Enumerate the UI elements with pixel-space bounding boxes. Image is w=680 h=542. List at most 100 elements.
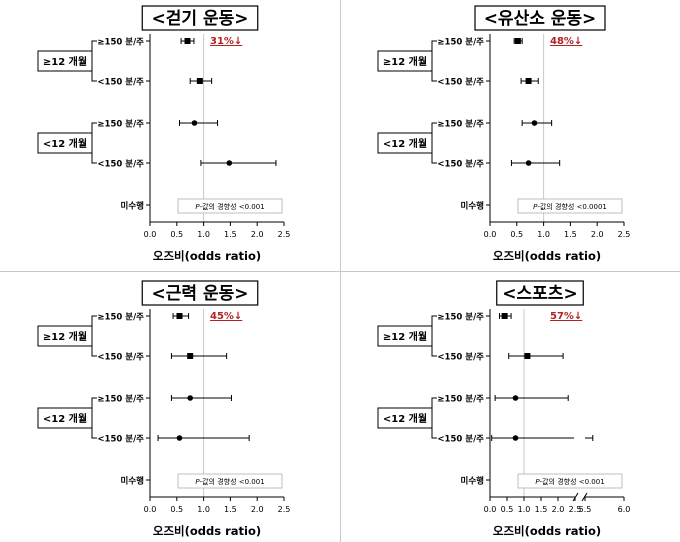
x-tick-label: 1.0 xyxy=(518,505,531,514)
reduction-label: 45%↓ xyxy=(210,311,242,322)
x-tick-label: 0.5 xyxy=(501,505,514,514)
group-bracket xyxy=(431,315,437,357)
chart-title: <유산소 운동> xyxy=(484,9,597,29)
x-tick-label: 0.0 xyxy=(484,505,497,514)
group-bracket xyxy=(91,122,97,164)
title-box xyxy=(496,280,584,306)
point-marker xyxy=(176,313,183,319)
x-tick-label: 1.0 xyxy=(537,230,550,239)
row-label: <150 분/주 xyxy=(437,78,484,88)
x-tick-label: 5.5 xyxy=(579,505,592,514)
title-box xyxy=(141,280,259,306)
x-tick-label: 1.5 xyxy=(224,230,237,239)
row-label: <150 분/주 xyxy=(97,160,144,170)
point-marker xyxy=(501,313,508,319)
row-label: <150 분/주 xyxy=(97,435,144,445)
group-bracket xyxy=(91,397,97,439)
x-axis-label: 오즈비(odds ratio) xyxy=(493,249,601,263)
p-trend-label: 𝘗-값의 경향성 <0.001 xyxy=(535,477,604,486)
point-marker xyxy=(196,78,203,84)
group-label-box xyxy=(377,50,433,72)
horizontal-divider xyxy=(0,271,680,272)
x-tick-label: 2.0 xyxy=(251,505,264,514)
x-tick-label: 2.5 xyxy=(618,230,631,239)
chart-title: <스포츠> xyxy=(502,284,577,304)
x-tick-label: 2.5 xyxy=(278,505,291,514)
x-tick-label: 2.0 xyxy=(552,505,565,514)
p-trend-box xyxy=(517,473,623,489)
row-label: ≥150 분/주 xyxy=(97,313,144,323)
row-label: 미수행 xyxy=(461,201,485,212)
group-bracket xyxy=(91,40,97,82)
group-bracket xyxy=(431,122,437,164)
row-label: ≥150 분/주 xyxy=(437,313,484,323)
group-bracket xyxy=(91,315,97,357)
x-tick-label: 0.0 xyxy=(484,230,497,239)
reduction-label: 57%↓ xyxy=(550,311,582,322)
group-label-box xyxy=(37,407,93,429)
x-tick-label: 0.5 xyxy=(170,230,183,239)
point-marker xyxy=(514,38,521,44)
row-label: ≥150 분/주 xyxy=(437,38,484,48)
point-marker xyxy=(525,160,532,166)
x-tick-label: 0.5 xyxy=(170,505,183,514)
group-label: ≥12 개월 xyxy=(43,55,87,68)
p-trend-box xyxy=(517,198,623,214)
row-label: 미수행 xyxy=(121,476,145,487)
x-tick-label: 6.0 xyxy=(618,505,631,514)
x-tick-label: 2.5 xyxy=(278,230,291,239)
group-label-box xyxy=(377,132,433,154)
x-tick-label: 0.0 xyxy=(144,230,157,239)
point-marker xyxy=(525,78,532,84)
group-label: <12 개월 xyxy=(383,137,427,150)
row-label: ≥150 분/주 xyxy=(97,395,144,405)
group-label: ≥12 개월 xyxy=(43,330,87,343)
group-label: <12 개월 xyxy=(43,137,87,150)
group-label: <12 개월 xyxy=(43,412,87,425)
row-label: <150 분/주 xyxy=(437,435,484,445)
p-trend-box xyxy=(177,198,283,214)
row-label: ≥150 분/주 xyxy=(437,120,484,130)
group-label-box xyxy=(377,325,433,347)
reduction-label: 31%↓ xyxy=(210,36,242,47)
x-axis-label: 오즈비(odds ratio) xyxy=(493,524,601,538)
row-label: ≥150 분/주 xyxy=(97,120,144,130)
group-label-box xyxy=(37,325,93,347)
title-box xyxy=(141,5,259,31)
row-label: ≥150 분/주 xyxy=(97,38,144,48)
group-label-box xyxy=(37,50,93,72)
row-label: <150 분/주 xyxy=(97,78,144,88)
row-label: ≥150 분/주 xyxy=(437,395,484,405)
row-label: <150 분/주 xyxy=(437,160,484,170)
row-label: <150 분/주 xyxy=(97,353,144,363)
x-tick-label: 0.5 xyxy=(510,230,523,239)
x-tick-label: 2.0 xyxy=(251,230,264,239)
point-marker xyxy=(191,120,198,126)
row-label: 미수행 xyxy=(461,476,485,487)
p-trend-box xyxy=(177,473,283,489)
x-axis-label: 오즈비(odds ratio) xyxy=(153,249,261,263)
point-marker xyxy=(226,160,233,166)
point-marker xyxy=(531,120,538,126)
p-trend-label: 𝘗-값의 경향성 <0.001 xyxy=(195,202,264,211)
title-box xyxy=(474,5,606,31)
x-tick-label: 1.0 xyxy=(197,505,210,514)
chart-title: <근력 운동> xyxy=(152,284,249,304)
point-marker xyxy=(187,353,194,359)
point-marker xyxy=(524,353,531,359)
point-marker xyxy=(176,435,183,441)
point-marker xyxy=(187,395,193,401)
group-label: <12 개월 xyxy=(383,412,427,425)
chart-title: <걷기 운동> xyxy=(152,9,249,29)
group-label-box xyxy=(37,132,93,154)
x-tick-label: 1.5 xyxy=(224,505,237,514)
x-axis-label: 오즈비(odds ratio) xyxy=(153,524,261,538)
group-bracket xyxy=(431,397,437,439)
p-trend-label: 𝘗-값의 경향성 <0.001 xyxy=(195,477,264,486)
group-label: ≥12 개월 xyxy=(383,330,427,343)
x-tick-label: 1.5 xyxy=(564,230,577,239)
group-label-box xyxy=(377,407,433,429)
x-tick-label: 1.5 xyxy=(535,505,548,514)
row-label: 미수행 xyxy=(121,201,145,212)
